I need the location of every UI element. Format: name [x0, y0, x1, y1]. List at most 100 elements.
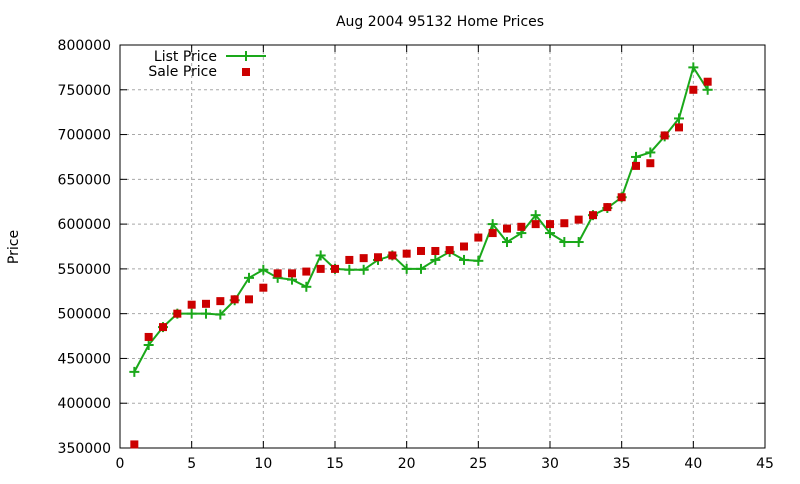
y-tick-label: 650000	[58, 172, 111, 188]
data-point-sale-price	[316, 264, 325, 273]
data-point-sale-price	[187, 300, 196, 309]
y-tick-label: 550000	[58, 262, 111, 278]
data-point-list-price	[344, 264, 355, 275]
y-axis-label: Price	[6, 230, 22, 264]
data-point-sale-price	[660, 131, 669, 140]
data-point-sale-price	[245, 295, 253, 304]
legend-marker-list-price	[241, 51, 251, 61]
x-tick-label: 10	[254, 456, 272, 472]
data-point-sale-price	[202, 299, 210, 308]
y-tick-label: 750000	[58, 83, 111, 99]
data-point-sale-price	[302, 267, 311, 276]
data-point-sale-price	[417, 246, 425, 255]
y-tick-label: 600000	[58, 217, 111, 233]
x-tick-label: 40	[684, 456, 702, 472]
data-point-sale-price	[689, 85, 698, 94]
x-tick-label: 0	[116, 456, 125, 472]
data-point-list-price	[473, 255, 484, 266]
x-tick-label: 5	[187, 456, 196, 472]
data-point-list-price	[530, 210, 541, 221]
data-point-list-price	[502, 237, 512, 248]
series-list-price	[129, 62, 713, 377]
data-point-list-price	[401, 263, 412, 274]
data-point-list-price	[358, 264, 369, 275]
series-layer	[129, 62, 713, 449]
data-point-list-price	[688, 62, 699, 73]
data-point-list-price	[143, 340, 154, 351]
legend: List Price Sale Price	[148, 49, 266, 80]
legend-marker-sale-price	[242, 68, 250, 76]
legend-entry-sale-price: Sale Price	[148, 64, 250, 80]
data-point-list-price	[201, 308, 211, 319]
data-point-sale-price	[617, 193, 626, 202]
data-point-list-price	[258, 264, 269, 275]
data-point-sale-price	[488, 229, 497, 238]
legend-label-sale-price: Sale Price	[148, 64, 217, 80]
data-point-sale-price	[230, 295, 239, 304]
data-point-sale-price	[216, 297, 225, 306]
data-point-sale-price	[144, 332, 153, 341]
data-point-sale-price	[331, 264, 339, 273]
data-point-sale-price	[531, 220, 540, 229]
data-point-sale-price	[374, 253, 382, 262]
data-point-list-price	[645, 147, 656, 158]
data-point-sale-price	[560, 219, 569, 228]
data-point-list-price	[487, 219, 498, 230]
data-point-sale-price	[460, 242, 468, 251]
y-tick-label: 500000	[58, 307, 111, 323]
data-point-list-price	[545, 228, 555, 239]
x-tick-label: 35	[613, 456, 631, 472]
data-point-sale-price	[574, 215, 583, 224]
data-point-sale-price	[159, 323, 167, 332]
data-point-sale-price	[402, 249, 411, 258]
data-point-list-price	[459, 254, 469, 265]
x-tick-label: 15	[326, 456, 344, 472]
y-tick-label: 400000	[58, 396, 111, 412]
data-point-sale-price	[603, 203, 612, 212]
data-point-sale-price	[703, 77, 712, 86]
y-tick-label: 450000	[58, 351, 111, 367]
y-tick-label: 350000	[58, 441, 111, 457]
y-tick-label: 700000	[58, 128, 111, 144]
data-point-sale-price	[632, 161, 640, 170]
data-point-list-price	[129, 366, 140, 377]
grid-lines	[120, 45, 765, 448]
legend-label-list-price: List Price	[154, 49, 217, 65]
data-point-list-price	[573, 237, 584, 248]
data-point-list-price	[315, 250, 326, 261]
data-point-sale-price	[431, 246, 440, 255]
data-point-list-price	[674, 113, 684, 124]
data-point-sale-price	[546, 220, 554, 229]
data-point-list-price	[215, 309, 226, 320]
data-point-sale-price	[130, 440, 139, 449]
data-point-sale-price	[589, 211, 597, 220]
data-point-sale-price	[359, 254, 368, 263]
data-point-list-price	[301, 281, 312, 292]
y-tick-label: 800000	[58, 38, 111, 54]
data-point-list-price	[186, 308, 197, 319]
data-point-sale-price	[474, 233, 483, 242]
data-point-list-price	[430, 254, 441, 265]
x-tick-label: 30	[541, 456, 559, 472]
data-point-sale-price	[288, 269, 296, 278]
data-point-list-price	[559, 237, 570, 248]
data-point-sale-price	[646, 159, 655, 168]
data-point-sale-price	[173, 309, 182, 318]
data-point-sale-price	[345, 255, 354, 264]
axis-ticks: 350000 400000 450000 500000 550000 600000 6500…	[58, 38, 774, 472]
data-point-list-price	[416, 263, 426, 274]
data-point-list-price	[702, 84, 713, 95]
data-point-sale-price	[388, 251, 397, 260]
data-point-sale-price	[259, 283, 268, 292]
x-tick-label: 25	[469, 456, 487, 472]
legend-entry-list-price: List Price	[154, 49, 266, 65]
chart-title: Aug 2004 95132 Home Prices	[336, 14, 544, 30]
data-point-sale-price	[503, 224, 511, 233]
data-point-list-price	[631, 151, 641, 162]
data-point-list-price	[244, 272, 254, 283]
x-tick-label: 20	[398, 456, 416, 472]
data-point-sale-price	[445, 246, 454, 255]
data-point-sale-price	[517, 222, 526, 231]
